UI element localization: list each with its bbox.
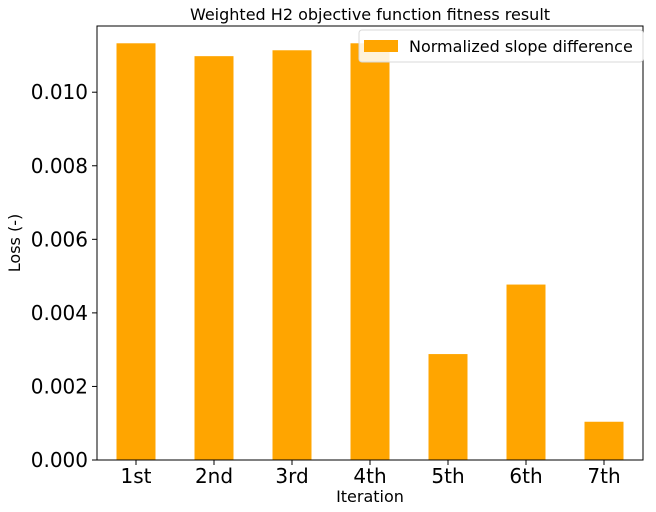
y-tick-label: 0.006 bbox=[31, 227, 88, 251]
y-axis-ticks: 0.000 0.002 0.004 0.006 0.008 0.010 bbox=[31, 80, 97, 472]
plot-area: 0.000 0.002 0.004 0.006 0.008 0.010 1st 2nd 3rd… bbox=[31, 25, 644, 488]
x-tick-label: 4th bbox=[353, 464, 386, 488]
bar-7th bbox=[584, 421, 624, 460]
bar-3rd bbox=[272, 50, 312, 461]
bar-2nd bbox=[194, 56, 234, 460]
y-tick-label: 0.002 bbox=[31, 374, 88, 398]
bar-1st bbox=[116, 43, 156, 461]
bar-5th bbox=[428, 354, 468, 460]
bar-6th bbox=[506, 284, 546, 460]
y-tick-label: 0.008 bbox=[31, 154, 88, 178]
x-axis-title: Iteration bbox=[336, 487, 404, 506]
bar-4th bbox=[350, 43, 390, 461]
x-tick-label: 6th bbox=[509, 464, 542, 488]
y-tick-label: 0.004 bbox=[31, 301, 88, 325]
x-axis-ticks: 1st 2nd 3rd 4th 5th 6th 7th bbox=[121, 460, 621, 488]
x-tick-label: 5th bbox=[431, 464, 464, 488]
chart-title: Weighted H2 objective function fitness r… bbox=[190, 5, 550, 24]
y-axis-title: Loss (-) bbox=[5, 214, 24, 272]
legend-box bbox=[358, 29, 644, 63]
x-tick-label: 7th bbox=[587, 464, 620, 488]
y-tick-label: 0.000 bbox=[31, 448, 88, 472]
x-tick-label: 2nd bbox=[195, 464, 233, 488]
x-tick-label: 1st bbox=[121, 464, 152, 488]
legend-swatch bbox=[364, 40, 398, 52]
legend-label: Normalized slope difference bbox=[409, 37, 633, 56]
bars-group bbox=[116, 43, 624, 461]
y-tick-label: 0.010 bbox=[31, 80, 88, 104]
x-tick-label: 3rd bbox=[275, 464, 308, 488]
legend: Normalized slope difference bbox=[358, 29, 644, 63]
